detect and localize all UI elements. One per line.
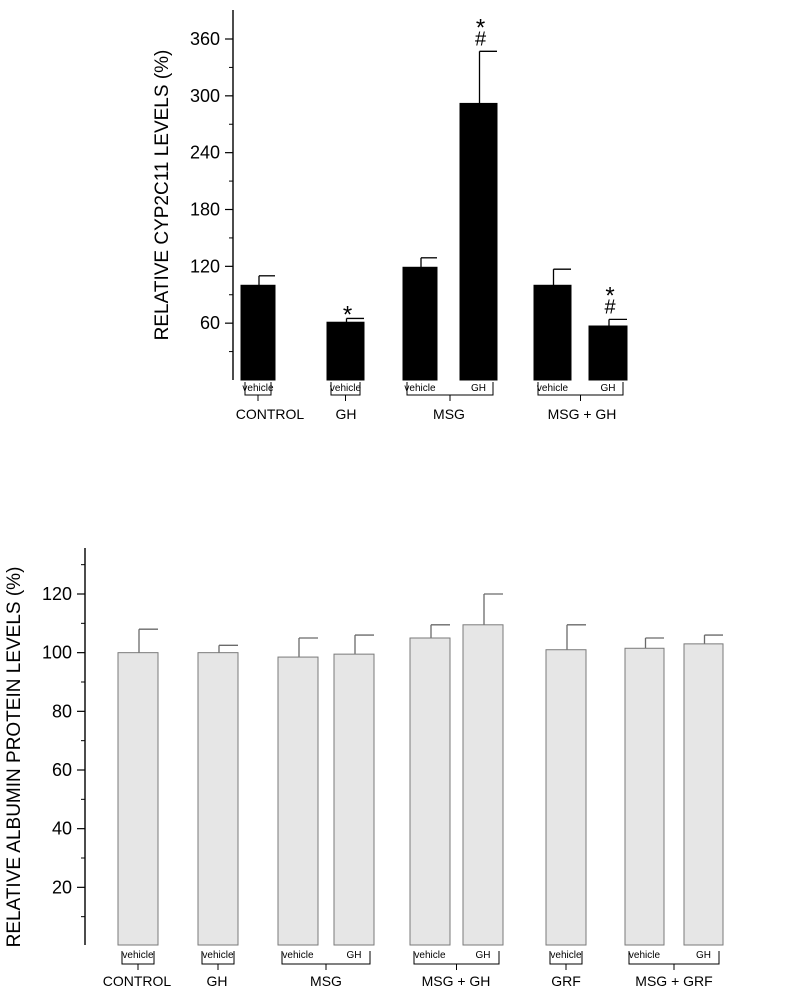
group-label: CONTROL — [236, 406, 305, 422]
y-tick-label: 80 — [52, 701, 72, 721]
y-tick-label: 100 — [42, 643, 72, 663]
group-label: CONTROL — [103, 973, 172, 989]
bar — [197, 652, 239, 946]
bar-sublabel: GH — [471, 383, 486, 394]
bar-sublabel: vehicle — [414, 950, 446, 961]
bar-sublabel: vehicle — [242, 383, 274, 394]
y-tick-label: 40 — [52, 819, 72, 839]
significance-star: * — [605, 282, 614, 309]
significance-star: * — [343, 301, 352, 328]
group-label: MSG + GH — [548, 406, 617, 422]
bar-sublabel: GH — [476, 950, 491, 961]
group-label: GRF — [551, 973, 581, 989]
bar — [545, 649, 587, 946]
significance-hash: # — [475, 28, 487, 50]
bar — [277, 656, 319, 946]
bar-sublabel: vehicle — [122, 950, 154, 961]
significance-star: * — [476, 14, 485, 41]
bar-sublabel: vehicle — [202, 950, 234, 961]
y-tick-label: 300 — [190, 86, 220, 106]
y-tick-label: 120 — [190, 256, 220, 276]
bar — [683, 643, 724, 946]
bar — [333, 653, 375, 946]
bar — [117, 652, 159, 946]
bar — [533, 284, 572, 381]
bar-sublabel: vehicle — [537, 383, 569, 394]
bar-sublabel: vehicle — [330, 383, 362, 394]
group-label: MSG — [310, 973, 342, 989]
y-axis-label: RELATIVE ALBUMIN PROTEIN LEVELS (%) — [4, 567, 25, 948]
group-label: MSG + GH — [422, 973, 491, 989]
cyp2c11-chart: 60 120 180 240 300 360 RELATIVE CYP2C11 LEVELS… — [152, 10, 628, 422]
group-label: GH — [207, 973, 228, 989]
bar — [459, 102, 498, 381]
bar-sublabel: GH — [347, 950, 362, 961]
group-label: GH — [336, 406, 357, 422]
bar-sublabel: vehicle — [282, 950, 314, 961]
group-label: MSG + GRF — [635, 973, 712, 989]
bar-sublabel: vehicle — [404, 383, 436, 394]
albumin-chart: 20 40 60 80 100 120 RELATIVE ALBUMIN PROTEIN L… — [4, 548, 724, 989]
bar-sublabel: GH — [696, 950, 711, 961]
group-label: MSG — [433, 406, 465, 422]
bar — [240, 284, 276, 381]
bar — [624, 647, 665, 946]
bar — [462, 624, 504, 946]
y-tick-label: 360 — [190, 29, 220, 49]
bar — [402, 266, 438, 381]
bar — [588, 325, 628, 381]
y-tick-label: 180 — [190, 200, 220, 220]
y-tick-label: 60 — [52, 760, 72, 780]
bar — [326, 321, 365, 381]
bar-sublabel: vehicle — [629, 950, 661, 961]
y-tick-label: 20 — [52, 877, 72, 897]
y-tick-label: 240 — [190, 143, 220, 163]
bar-sublabel: GH — [601, 383, 616, 394]
bar — [409, 637, 451, 946]
significance-hash: # — [604, 296, 616, 318]
y-tick-label: 120 — [42, 584, 72, 604]
y-tick-label: 60 — [200, 313, 220, 333]
bar-sublabel: vehicle — [550, 950, 582, 961]
y-axis-label: RELATIVE CYP2C11 LEVELS (%) — [152, 50, 173, 341]
